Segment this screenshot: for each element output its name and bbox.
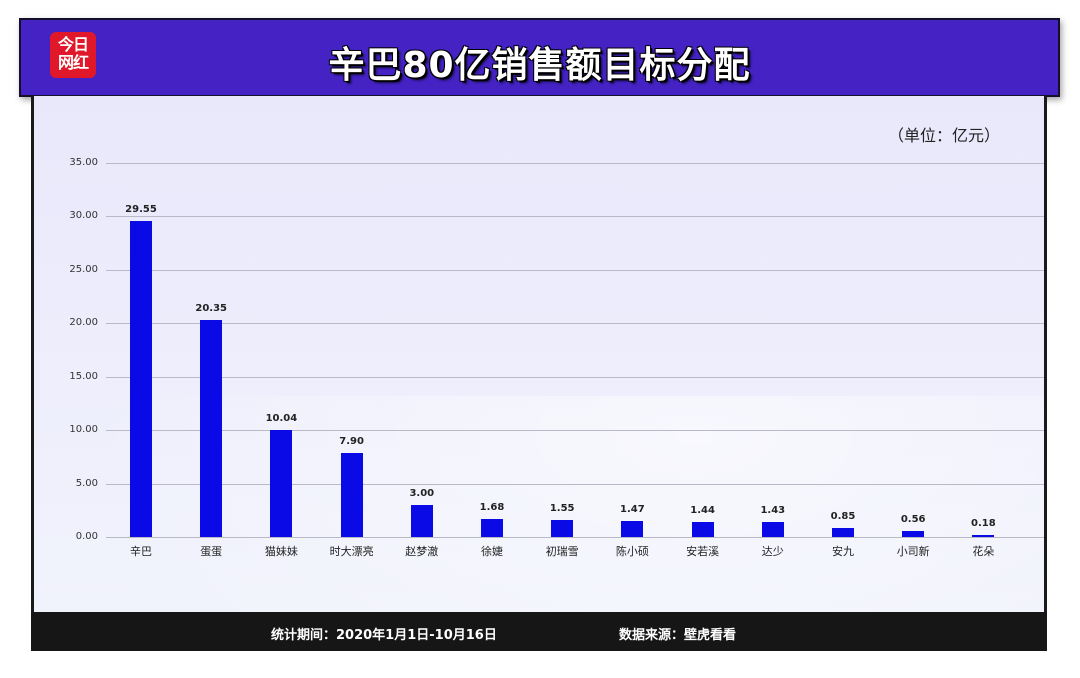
data-source: 数据来源：壁虎看看	[619, 628, 737, 643]
y-tick-label: 35.00	[69, 157, 98, 168]
bar[interactable]	[761, 521, 784, 537]
x-category-label: 徐婕	[481, 545, 503, 558]
bar[interactable]	[410, 504, 433, 537]
bar[interactable]	[340, 452, 363, 537]
bar[interactable]	[481, 519, 503, 537]
y-tick-label: 30.00	[69, 210, 98, 222]
y-tick-label: 20.00	[69, 317, 98, 329]
x-category-label: 赵梦澈	[405, 545, 439, 558]
x-category-label: 蛋蛋	[200, 545, 223, 558]
bar-value-label: 29.55	[125, 204, 157, 216]
x-category-label: 猫妹妹	[264, 545, 298, 558]
bar-value-label: 3.00	[409, 487, 435, 499]
gridline	[106, 163, 1044, 164]
logo-badge: 今日 网红	[50, 32, 96, 78]
plot-area: 0.00 5.00 10.00 15.00 20.00 25.00 30.00 35.00 29…	[34, 96, 1044, 613]
gridline	[106, 323, 1044, 325]
bar[interactable]	[691, 521, 714, 537]
y-tick-label: 10.00	[69, 424, 98, 436]
x-category-label: 小司新	[896, 545, 930, 558]
x-category-label: 安若溪	[686, 545, 720, 558]
bar-value-label: 1.47	[620, 504, 645, 516]
chart-panel: （单位：亿元） 0.00 5.00 10.00 15.00 20.00 25.00 30.0…	[31, 96, 1047, 613]
x-category-label: 花朵	[972, 545, 995, 558]
bar-value-label: 0.85	[830, 510, 856, 522]
bar[interactable]	[270, 429, 293, 537]
x-category-label: 达少	[761, 545, 784, 558]
bar-value-label: 10.04	[265, 412, 298, 424]
logo-text-line2: 网红	[57, 53, 89, 72]
gridline	[106, 216, 1044, 218]
bar-value-label: 1.55	[549, 503, 575, 515]
bar[interactable]	[621, 521, 644, 537]
bar[interactable]	[130, 221, 152, 537]
x-category-label: 安九	[832, 545, 854, 558]
bar[interactable]	[551, 520, 574, 537]
footer-bar: 统计期间：2020年1月1日-10月16日 数据来源：壁虎看看	[31, 612, 1047, 651]
logo-text-line1: 今日	[57, 35, 89, 54]
x-category-label: 陈小硕	[615, 545, 649, 558]
title-banner: 今日 网红 辛巴80亿销售额目标分配	[19, 18, 1060, 97]
gridline	[106, 430, 1044, 432]
bar-value-label: 1.44	[690, 504, 715, 516]
x-category-label: 初瑞雪	[545, 545, 579, 558]
bar-value-label: 0.18	[971, 518, 996, 530]
y-tick-label: 0.00	[75, 531, 98, 542]
bar-value-label: 0.56	[900, 514, 926, 526]
bar-value-label: 20.35	[195, 302, 227, 314]
gridline	[106, 269, 1044, 271]
y-tick-label: 25.00	[69, 263, 98, 275]
x-category-label: 辛巴	[130, 545, 152, 558]
gridline	[106, 537, 1044, 538]
bar-value-label: 1.43	[760, 504, 786, 516]
unit-label: （单位：亿元）	[887, 126, 1000, 145]
bar-value-label: 1.68	[479, 502, 505, 514]
bar[interactable]	[972, 535, 995, 537]
bar[interactable]	[832, 527, 854, 537]
bar[interactable]	[902, 531, 925, 537]
stat-period: 统计期间：2020年1月1日-10月16日	[271, 628, 497, 643]
bar[interactable]	[200, 319, 223, 537]
gridline	[106, 376, 1044, 378]
gridline	[106, 483, 1044, 485]
bar-value-label: 7.90	[339, 435, 364, 447]
y-tick-label: 15.00	[69, 370, 98, 382]
x-category-label: 时大漂亮	[329, 545, 374, 558]
chart-title: 辛巴80亿销售额目标分配	[328, 45, 751, 86]
y-tick-label: 5.00	[75, 477, 98, 489]
